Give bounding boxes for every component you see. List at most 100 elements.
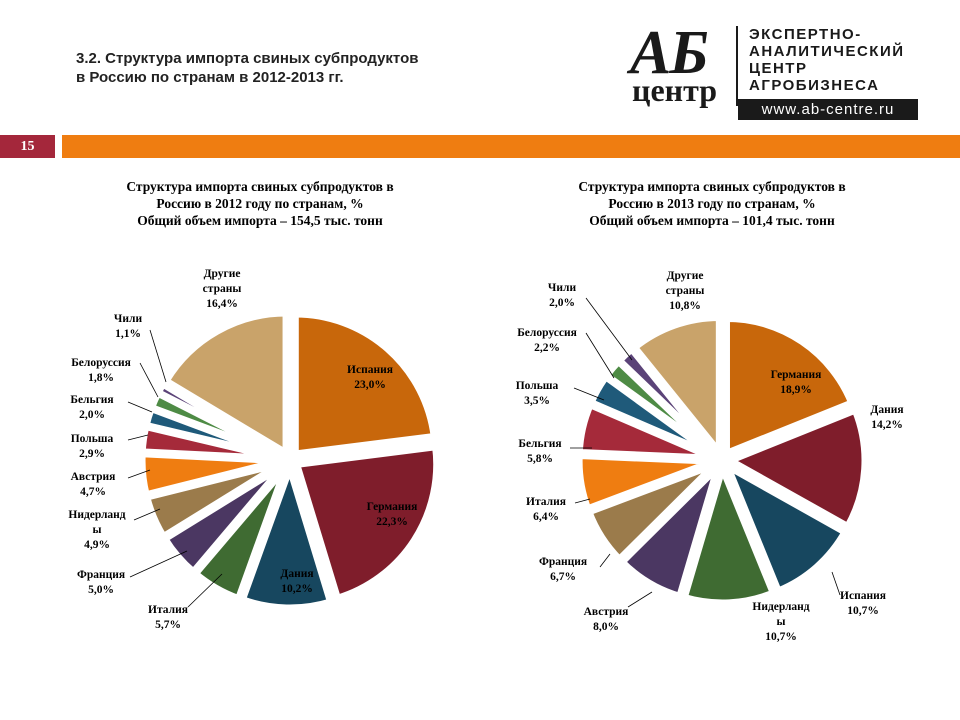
value-label-2-3: 10,7% — [847, 605, 879, 617]
leader-line-1-9 — [127, 401, 153, 413]
logo-divider — [736, 26, 738, 106]
chart-1-title-line-2: Россию в 2012 году по странам, % — [156, 196, 363, 211]
category-label-1-2: Германия — [367, 501, 418, 513]
value-label-1-7: 4,7% — [80, 486, 106, 498]
leader-line-2-9 — [573, 387, 605, 401]
leader-line-1-4 — [187, 573, 223, 608]
logo-line-4: АГРОБИЗНЕСА — [749, 77, 880, 94]
page-number-badge: 15 — [0, 135, 55, 158]
slice-1-1 — [291, 310, 438, 458]
leader-line-1-5 — [129, 550, 188, 578]
category-label-1-6: ы — [93, 524, 102, 536]
value-label-2-6: 6,7% — [550, 571, 576, 583]
slice-2-2 — [726, 406, 869, 531]
chart-1-title-line-1: Структура импорта свиных субпродуктов в — [126, 179, 393, 194]
leader-line-1-6 — [133, 508, 161, 521]
category-label-1-4: Италия — [148, 604, 188, 616]
leader-line-1-10 — [139, 362, 159, 398]
category-label-2-12: Другие — [667, 270, 704, 282]
slice-2-1 — [722, 314, 856, 457]
category-label-2-7: Италия — [526, 496, 566, 508]
category-label-2-4: Нидерланд — [752, 601, 809, 613]
value-label-1-9: 2,0% — [79, 409, 105, 421]
leader-line-2-3 — [831, 571, 841, 596]
category-label-1-9: Бельгия — [70, 394, 113, 406]
category-label-2-9: Польша — [516, 380, 559, 392]
slide-title: 3.2. Структура импорта свиных субпродукт… — [76, 49, 496, 87]
category-label-1-1: Испания — [347, 364, 393, 376]
value-label-1-8: 2,9% — [79, 448, 105, 460]
logo-text: ЭКСПЕРТНО- АНАЛИТИЧЕСКИЙ ЦЕНТР АГРОБИЗНЕ… — [749, 26, 905, 94]
leader-line-2-6 — [599, 553, 611, 568]
category-label-2-5: Австрия — [584, 606, 629, 618]
slide-title-line-2: в Россию по странам в 2012-2013 гг. — [76, 69, 344, 86]
slice-2-4 — [680, 464, 777, 607]
slice-1-2 — [293, 443, 441, 602]
slice-2-12 — [631, 313, 723, 456]
value-label-1-12: 16,4% — [206, 298, 238, 310]
ab-centre-logo: АБ центр ЭКСПЕРТНО- АНАЛИТИЧЕСКИЙ ЦЕНТР … — [628, 22, 928, 122]
category-label-2-3: Испания — [840, 590, 886, 602]
chart-2-title-line-3: Общий объем импорта – 101,4 тыс. тонн — [589, 213, 835, 228]
value-label-1-2: 22,3% — [376, 516, 408, 528]
logo-line-1: ЭКСПЕРТНО- — [749, 26, 862, 43]
category-label-2-4: ы — [777, 616, 786, 628]
value-label-2-4: 10,7% — [765, 631, 797, 643]
category-label-2-6: Франция — [539, 556, 587, 568]
slice-1-12 — [162, 309, 290, 457]
header-accent-bar — [62, 135, 960, 158]
value-label-1-11: 1,1% — [115, 328, 141, 340]
category-label-1-8: Польша — [71, 433, 114, 445]
value-label-1-6: 4,9% — [84, 539, 110, 551]
category-label-2-2: Дания — [870, 404, 903, 416]
category-label-1-11: Чили — [114, 313, 143, 325]
leader-line-1-11 — [149, 329, 167, 383]
pie-chart-1: Структура импорта свиных субпродуктов в Р… — [68, 179, 441, 631]
value-label-2-12: 10,8% — [669, 300, 701, 312]
leader-line-1-8 — [127, 434, 149, 441]
leader-line-2-7 — [574, 498, 591, 504]
category-label-1-12: страны — [203, 283, 242, 295]
category-label-2-10: Белоруссия — [517, 327, 577, 339]
pie-chart-2: Структура импорта свиных субпродуктов в Р… — [516, 179, 904, 643]
logo-line-2: АНАЛИТИЧЕСКИЙ — [749, 43, 905, 60]
slice-2-3 — [723, 462, 849, 595]
category-label-2-8: Бельгия — [518, 438, 561, 450]
value-label-2-11: 2,0% — [549, 297, 575, 309]
value-label-2-5: 8,0% — [593, 621, 619, 633]
value-label-1-10: 1,8% — [88, 372, 114, 384]
value-label-1-4: 5,7% — [155, 619, 181, 631]
chart-2-title-line-2: Россию в 2013 году по странам, % — [608, 196, 815, 211]
slice-1-3 — [238, 464, 335, 612]
category-label-1-3: Дания — [280, 568, 313, 580]
chart-1-title-line-3: Общий объем импорта – 154,5 тыс. тонн — [137, 213, 383, 228]
category-label-1-7: Австрия — [71, 471, 116, 483]
value-label-2-10: 2,2% — [534, 342, 560, 354]
slide-title-line-1: 3.2. Структура импорта свиных субпродукт… — [76, 50, 419, 67]
category-label-2-12: страны — [666, 285, 705, 297]
category-label-1-6: Нидерланд — [68, 509, 125, 521]
leader-line-1-7 — [127, 469, 151, 479]
category-label-2-1: Германия — [771, 369, 822, 381]
value-label-2-1: 18,9% — [780, 384, 812, 396]
category-label-1-12: Другие — [204, 268, 241, 280]
slice-2-5 — [618, 463, 722, 600]
value-label-1-1: 23,0% — [354, 379, 386, 391]
value-label-2-7: 6,4% — [533, 511, 559, 523]
logo-line-3: ЦЕНТР — [749, 60, 808, 77]
value-label-2-9: 3,5% — [524, 395, 550, 407]
category-label-1-5: Франция — [77, 569, 125, 581]
value-label-2-8: 5,8% — [527, 453, 553, 465]
logo-url: www.ab-centre.ru — [738, 99, 918, 120]
category-label-1-10: Белоруссия — [71, 357, 131, 369]
value-label-2-2: 14,2% — [871, 419, 903, 431]
slice-1-11 — [154, 380, 287, 460]
logo-centr-word: центр — [632, 72, 717, 108]
value-label-1-5: 5,0% — [88, 584, 114, 596]
value-label-1-3: 10,2% — [281, 583, 313, 595]
category-label-2-11: Чили — [548, 282, 577, 294]
chart-2-title-line-1: Структура импорта свиных субпродуктов в — [578, 179, 845, 194]
leader-line-2-5 — [627, 591, 653, 608]
leader-line-2-10 — [585, 332, 615, 379]
